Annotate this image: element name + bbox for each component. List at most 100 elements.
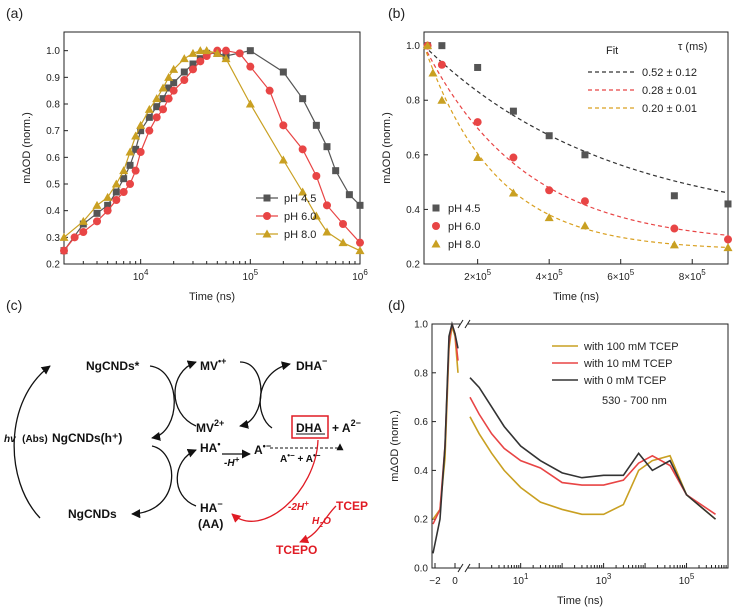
chart-b-data-point <box>509 107 517 115</box>
chart-a-legend-label: pH 6.0 <box>284 211 316 223</box>
chart-d-axis-break-gap <box>460 564 468 572</box>
chart-a-data-point <box>165 84 173 92</box>
chart-a-data-point <box>179 54 189 63</box>
chart-b-y-tick-label: 1.0 <box>406 41 420 52</box>
chart-a-data-point <box>188 48 198 57</box>
chart-b-fit-legend-value: 0.20 ± 0.01 <box>642 103 697 115</box>
chart-a-data-point <box>119 166 129 175</box>
chart-a-y-tick-label: 0.4 <box>46 206 60 217</box>
chart-a-data-point <box>104 201 112 209</box>
scheme-mv2: MV2+ <box>196 418 224 435</box>
chart-a-y-axis-label: mΔOD (norm.) <box>21 112 33 184</box>
chart-d-x-tick-label: 103 <box>596 572 612 587</box>
chart-a-data-point <box>338 238 348 247</box>
chart-b-series-3 <box>423 41 733 252</box>
chart-a-y-tick-label: 0.9 <box>46 73 60 84</box>
chart-d-axis-break-gap <box>460 320 468 328</box>
chart-a-data-point <box>196 57 205 66</box>
scheme-excitation-label: hv (Abs) <box>4 429 48 446</box>
chart-a-data-point <box>136 120 146 129</box>
chart-a-data-point <box>180 68 188 76</box>
chart-a-data-point <box>322 227 332 236</box>
chart-b-data-point <box>580 221 590 230</box>
chart-a-data-point <box>152 113 161 122</box>
chart-b-y-tick-label: 0.2 <box>406 260 420 271</box>
chart-a-data-point <box>59 232 69 241</box>
chart-b-data-point <box>724 200 732 208</box>
chart-b-fit-curve <box>423 45 729 249</box>
chart-a-x-tick-label: 106 <box>352 268 368 283</box>
chart-b-data-point <box>581 151 589 159</box>
scheme-ha-radical: HA• <box>200 439 221 455</box>
chart-a-data-point <box>298 145 307 154</box>
panel-label-c: (c) <box>6 297 22 313</box>
chart-a-plot-frame <box>63 31 361 265</box>
chart-b-data-point <box>509 153 518 162</box>
chart-d-x-axis-label: Time (ns) <box>557 595 603 607</box>
chart-a-data-point <box>180 76 189 84</box>
chart-a-data-point <box>164 94 173 103</box>
chart-d-series-line <box>432 320 459 554</box>
chart-d-series-2 <box>432 323 716 525</box>
chart-a-data-point <box>312 121 320 129</box>
chart-b-data-point <box>508 188 518 197</box>
chart-a-data-point <box>145 126 154 135</box>
chart-a-data-point <box>152 94 162 103</box>
chart-b-data-point <box>669 240 679 249</box>
chart-d-axis-break <box>464 319 471 329</box>
dha-highlight-box <box>291 415 329 439</box>
chart-d-series-line <box>469 396 716 515</box>
chart-a-data-point <box>169 86 178 95</box>
chart-a-data-point <box>125 147 135 156</box>
chart-a-data-point <box>246 62 255 71</box>
chart-a-x-tick-label: 104 <box>133 268 149 283</box>
chart-a-data-point <box>188 65 197 74</box>
chart-a-data-point <box>144 104 154 113</box>
chart-b-legend-marker <box>431 239 441 248</box>
chart-a-series-3 <box>59 46 365 255</box>
scheme-minus-h: -H+ <box>224 455 240 469</box>
chart-a-data-point <box>93 217 102 226</box>
chart-d-x-tick-label: 0 <box>452 576 458 587</box>
chart-a-data-point <box>356 238 364 247</box>
chart-b-fit-legend-value: 0.52 ± 0.12 <box>642 67 697 79</box>
chart-d: 0.0 0.2 0.4 0.6 0.8 1.0 −2 0 101 103 105 Time (ns) m… <box>389 319 729 607</box>
scheme-tcepo: TCEPO <box>276 543 317 557</box>
chart-a-data-point <box>265 86 274 95</box>
chart-a-data-point <box>221 46 230 55</box>
chart-a-y-tick-label: 1.0 <box>46 46 60 57</box>
chart-a-data-point <box>279 121 288 130</box>
chart-b-y-tick-label: 0.4 <box>406 205 420 216</box>
chart-d-legend: with 100 mM TCEP with 10 mM TCEP with 0 mM… <box>552 341 679 387</box>
chart-b-data-point <box>474 63 482 71</box>
chart-a-data-point <box>246 47 254 55</box>
chart-a-data-point <box>164 72 174 81</box>
chart-d-wavelength-annotation: 530 - 700 nm <box>602 395 667 407</box>
scheme-plus-a2: + A2− <box>332 418 361 435</box>
chart-d-axis-break <box>457 319 464 329</box>
chart-b-data-point <box>473 118 482 127</box>
chart-a-data-point <box>120 175 128 183</box>
chart-a-data-point <box>311 211 321 220</box>
chart-b-data-point <box>473 153 483 162</box>
chart-b-x-tick-label: 6×105 <box>607 268 635 283</box>
chart-a-data-point <box>323 143 331 151</box>
chart-a-data-point <box>356 201 364 209</box>
scheme-ha-minus: HA− <box>200 499 223 515</box>
chart-b-data-point <box>724 235 732 244</box>
chart-a-legend-marker <box>262 229 272 238</box>
chart-b-fit-header: Fit <box>606 45 618 57</box>
chart-d-series-3 <box>432 320 717 554</box>
chart-a-series-1 <box>60 47 364 255</box>
chart-a-data-point <box>131 166 140 175</box>
chart-b-legend-marker <box>432 222 440 230</box>
chart-d-y-tick-label: 0.4 <box>414 466 428 477</box>
chart-a-x-axis-label: Time (ns) <box>189 291 235 303</box>
chart-a-data-point <box>339 220 348 228</box>
chart-a-data-point <box>136 148 145 156</box>
chart-b-fit-legend-value: 0.28 ± 0.01 <box>642 85 697 97</box>
chart-b-fit-curve <box>423 45 729 194</box>
scheme-ngcnds-hole: NgCNDs(h⁺) <box>52 431 122 445</box>
chart-b-legend: pH 4.5 pH 6.0 pH 8.0 <box>431 203 480 251</box>
chart-d-legend-label: with 10 mM TCEP <box>583 358 672 370</box>
